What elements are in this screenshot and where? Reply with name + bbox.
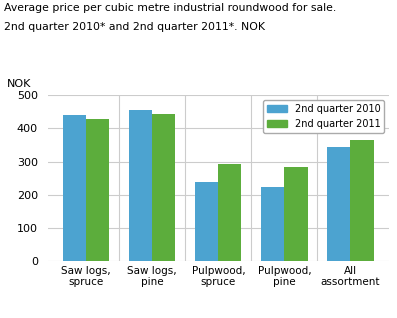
Legend: 2nd quarter 2010, 2nd quarter 2011: 2nd quarter 2010, 2nd quarter 2011 bbox=[264, 100, 384, 133]
Bar bbox=[63, 115, 86, 261]
Bar bbox=[129, 110, 152, 261]
Bar bbox=[86, 119, 110, 261]
Bar bbox=[152, 114, 175, 261]
Bar bbox=[218, 164, 241, 261]
Bar bbox=[261, 187, 284, 261]
Bar bbox=[284, 167, 308, 261]
Text: Average price per cubic metre industrial roundwood for sale.: Average price per cubic metre industrial… bbox=[4, 3, 336, 13]
Bar bbox=[195, 183, 218, 261]
Text: NOK: NOK bbox=[7, 79, 31, 89]
Text: 2nd quarter 2010* and 2nd quarter 2011*. NOK: 2nd quarter 2010* and 2nd quarter 2011*.… bbox=[4, 22, 265, 32]
Bar bbox=[327, 147, 351, 261]
Bar bbox=[351, 140, 374, 261]
